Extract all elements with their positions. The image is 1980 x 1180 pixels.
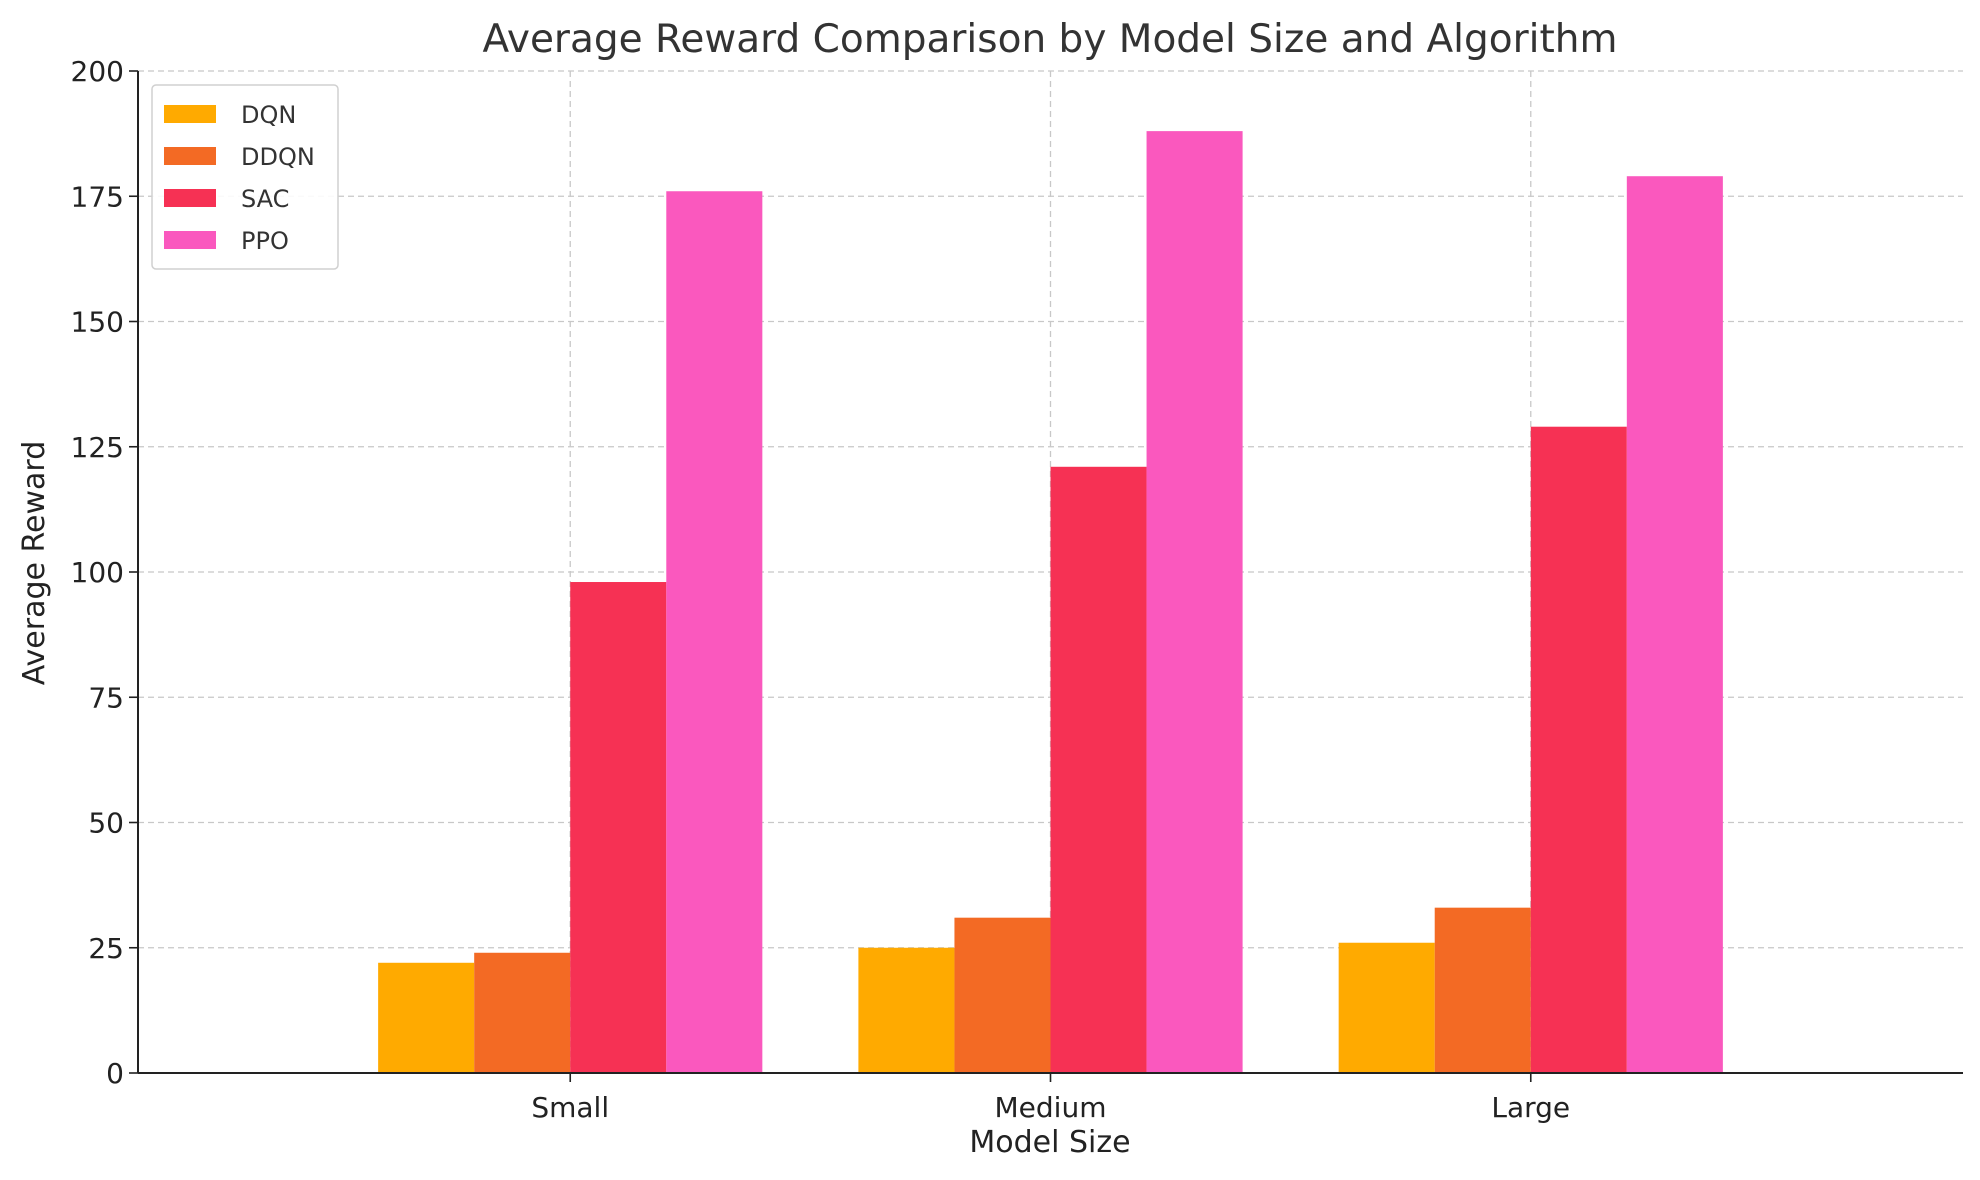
bar-dqn-medium (858, 947, 955, 1073)
y-tick-label: 175 (71, 180, 124, 213)
x-tick-label: Large (1491, 1091, 1570, 1124)
y-tick-label: 125 (71, 431, 124, 464)
legend-swatch-ddqn (164, 147, 216, 165)
legend-label-ddqn: DDQN (241, 143, 315, 171)
bar-ddqn-medium (954, 917, 1051, 1073)
legend-box (151, 84, 339, 270)
legend-swatch-dqn (164, 105, 216, 123)
bar-ddqn-large (1434, 907, 1531, 1073)
x-axis-label: Model Size (969, 1125, 1130, 1160)
y-tick-label: 50 (88, 807, 124, 840)
x-ticks: Small Medium Large (531, 1073, 1570, 1124)
legend-swatch-sac (164, 189, 216, 207)
bar-ppo-medium (1146, 131, 1243, 1073)
x-tick-label: Medium (995, 1091, 1107, 1124)
y-tick-label: 100 (71, 556, 124, 589)
y-tick-label: 25 (88, 932, 124, 965)
y-ticks: 0 25 50 75 100 125 150 175 200 (71, 55, 138, 1090)
legend-swatch-ppo (164, 231, 216, 249)
legend: DQN DDQN SAC PPO (151, 84, 339, 270)
y-tick-label: 150 (71, 306, 124, 339)
legend-label-dqn: DQN (241, 101, 296, 129)
y-tick-label: 200 (71, 55, 124, 88)
y-tick-label: 75 (88, 681, 124, 714)
legend-label-sac: SAC (241, 185, 289, 213)
bar-dqn-small (378, 962, 475, 1073)
bar-dqn-large (1338, 942, 1435, 1073)
bar-ddqn-small (474, 952, 571, 1073)
bars (378, 131, 1723, 1074)
bar-ppo-small (666, 191, 763, 1074)
x-tick-label: Small (531, 1091, 609, 1124)
chart-title: Average Reward Comparison by Model Size … (482, 17, 1617, 62)
y-tick-label: 0 (106, 1057, 124, 1090)
bar-sac-small (570, 582, 667, 1073)
bar-sac-large (1530, 426, 1627, 1074)
y-axis-label: Average Reward (17, 441, 52, 685)
legend-label-ppo: PPO (241, 227, 289, 255)
bar-ppo-large (1626, 176, 1723, 1073)
bar-sac-medium (1050, 466, 1147, 1073)
